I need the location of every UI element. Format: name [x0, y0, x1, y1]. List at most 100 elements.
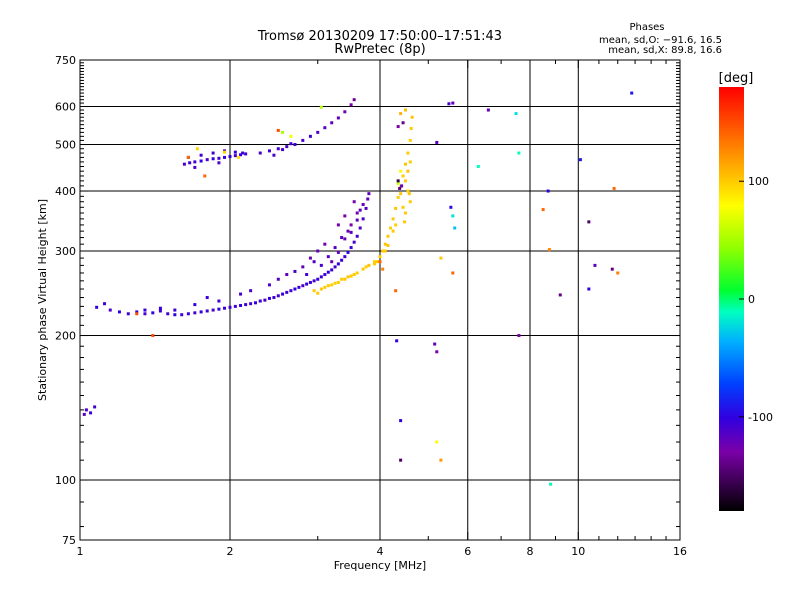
data-point — [211, 308, 215, 312]
data-point — [301, 265, 305, 269]
data-point — [400, 184, 404, 188]
data-point — [223, 155, 227, 159]
data-point — [358, 208, 362, 212]
data-point — [541, 208, 545, 212]
data-point — [233, 304, 237, 308]
data-point — [173, 313, 177, 317]
data-point — [308, 256, 312, 260]
data-point — [326, 255, 330, 259]
colorbar-ticks: 100 0 -100 — [739, 175, 773, 424]
data-point — [349, 246, 353, 250]
data-point — [398, 186, 402, 190]
data-point — [293, 143, 297, 147]
data-point — [95, 305, 99, 309]
data-point — [367, 192, 371, 196]
data-point — [323, 285, 327, 289]
data-point — [517, 151, 521, 155]
data-point — [336, 250, 340, 254]
data-point — [449, 205, 453, 209]
data-point — [340, 236, 344, 240]
data-point — [546, 189, 550, 193]
data-point — [285, 290, 289, 294]
data-point — [316, 291, 320, 295]
data-point — [349, 223, 353, 227]
data-point — [403, 162, 407, 166]
data-point — [399, 458, 403, 462]
data-point — [258, 299, 262, 303]
data-point — [195, 147, 199, 151]
y-axis-label: Stationary phase Virtual Height [km] — [36, 199, 49, 401]
data-point — [135, 310, 139, 314]
data-point — [361, 217, 365, 221]
data-point — [312, 260, 316, 264]
data-point — [383, 242, 387, 246]
y-tick-label: 600 — [55, 101, 76, 114]
data-point — [289, 289, 293, 293]
x-tick-label: 16 — [673, 545, 687, 558]
data-points — [82, 91, 634, 486]
data-point — [312, 279, 316, 283]
data-point — [355, 211, 359, 215]
colorbar-tick-label: 100 — [748, 175, 769, 188]
axis-ticks: 1 2 4 6 8 10 16 75 100 200 300 400 500 600 750 — [55, 54, 687, 558]
data-point — [289, 142, 293, 146]
data-point — [199, 159, 203, 163]
data-point — [333, 281, 337, 285]
data-point — [403, 108, 407, 112]
data-point — [610, 267, 614, 271]
data-point — [401, 121, 405, 125]
data-point — [305, 273, 309, 277]
data-point — [340, 258, 344, 262]
data-point — [352, 200, 356, 204]
x-tick-label: 2 — [227, 545, 234, 558]
data-point — [143, 308, 147, 312]
data-point — [193, 303, 197, 307]
data-point — [367, 263, 371, 267]
data-point — [228, 155, 232, 159]
data-point — [203, 174, 207, 178]
data-point — [135, 312, 139, 316]
data-point — [343, 277, 347, 281]
data-point — [276, 277, 280, 281]
data-point — [293, 287, 297, 291]
y-tick-label: 100 — [55, 474, 76, 487]
grid-lines — [80, 60, 680, 540]
x-tick-label: 10 — [571, 545, 585, 558]
data-point — [352, 240, 356, 244]
data-point — [406, 189, 410, 193]
data-point — [389, 226, 393, 230]
data-point — [558, 293, 562, 297]
data-point — [199, 310, 203, 314]
y-tick-label: 500 — [55, 139, 76, 152]
data-point — [616, 271, 620, 275]
data-point — [289, 134, 293, 138]
data-point — [630, 91, 634, 95]
data-point — [180, 313, 184, 317]
y-tick-label: 400 — [55, 185, 76, 198]
data-point — [233, 150, 237, 154]
data-point — [366, 197, 370, 201]
data-point — [188, 161, 192, 165]
data-point — [151, 311, 155, 315]
data-point — [547, 248, 551, 252]
data-point — [394, 206, 398, 210]
data-point — [435, 440, 439, 444]
data-point — [186, 155, 190, 159]
data-point — [249, 302, 253, 306]
data-point — [323, 126, 327, 130]
data-point — [330, 283, 334, 287]
data-point — [285, 145, 289, 149]
data-point — [205, 296, 209, 300]
stats-heading: Phases — [629, 22, 664, 33]
data-point — [211, 157, 215, 161]
data-point — [316, 249, 320, 253]
y-tick-label: 75 — [62, 534, 76, 547]
data-point — [108, 308, 112, 312]
data-point — [343, 110, 347, 114]
plot-area: 1 2 4 6 8 10 16 75 100 200 300 400 500 600 750 — [55, 54, 687, 558]
data-point — [319, 287, 323, 291]
data-point — [239, 292, 243, 296]
data-point — [330, 268, 334, 272]
data-point — [401, 205, 405, 209]
data-point — [249, 289, 253, 293]
